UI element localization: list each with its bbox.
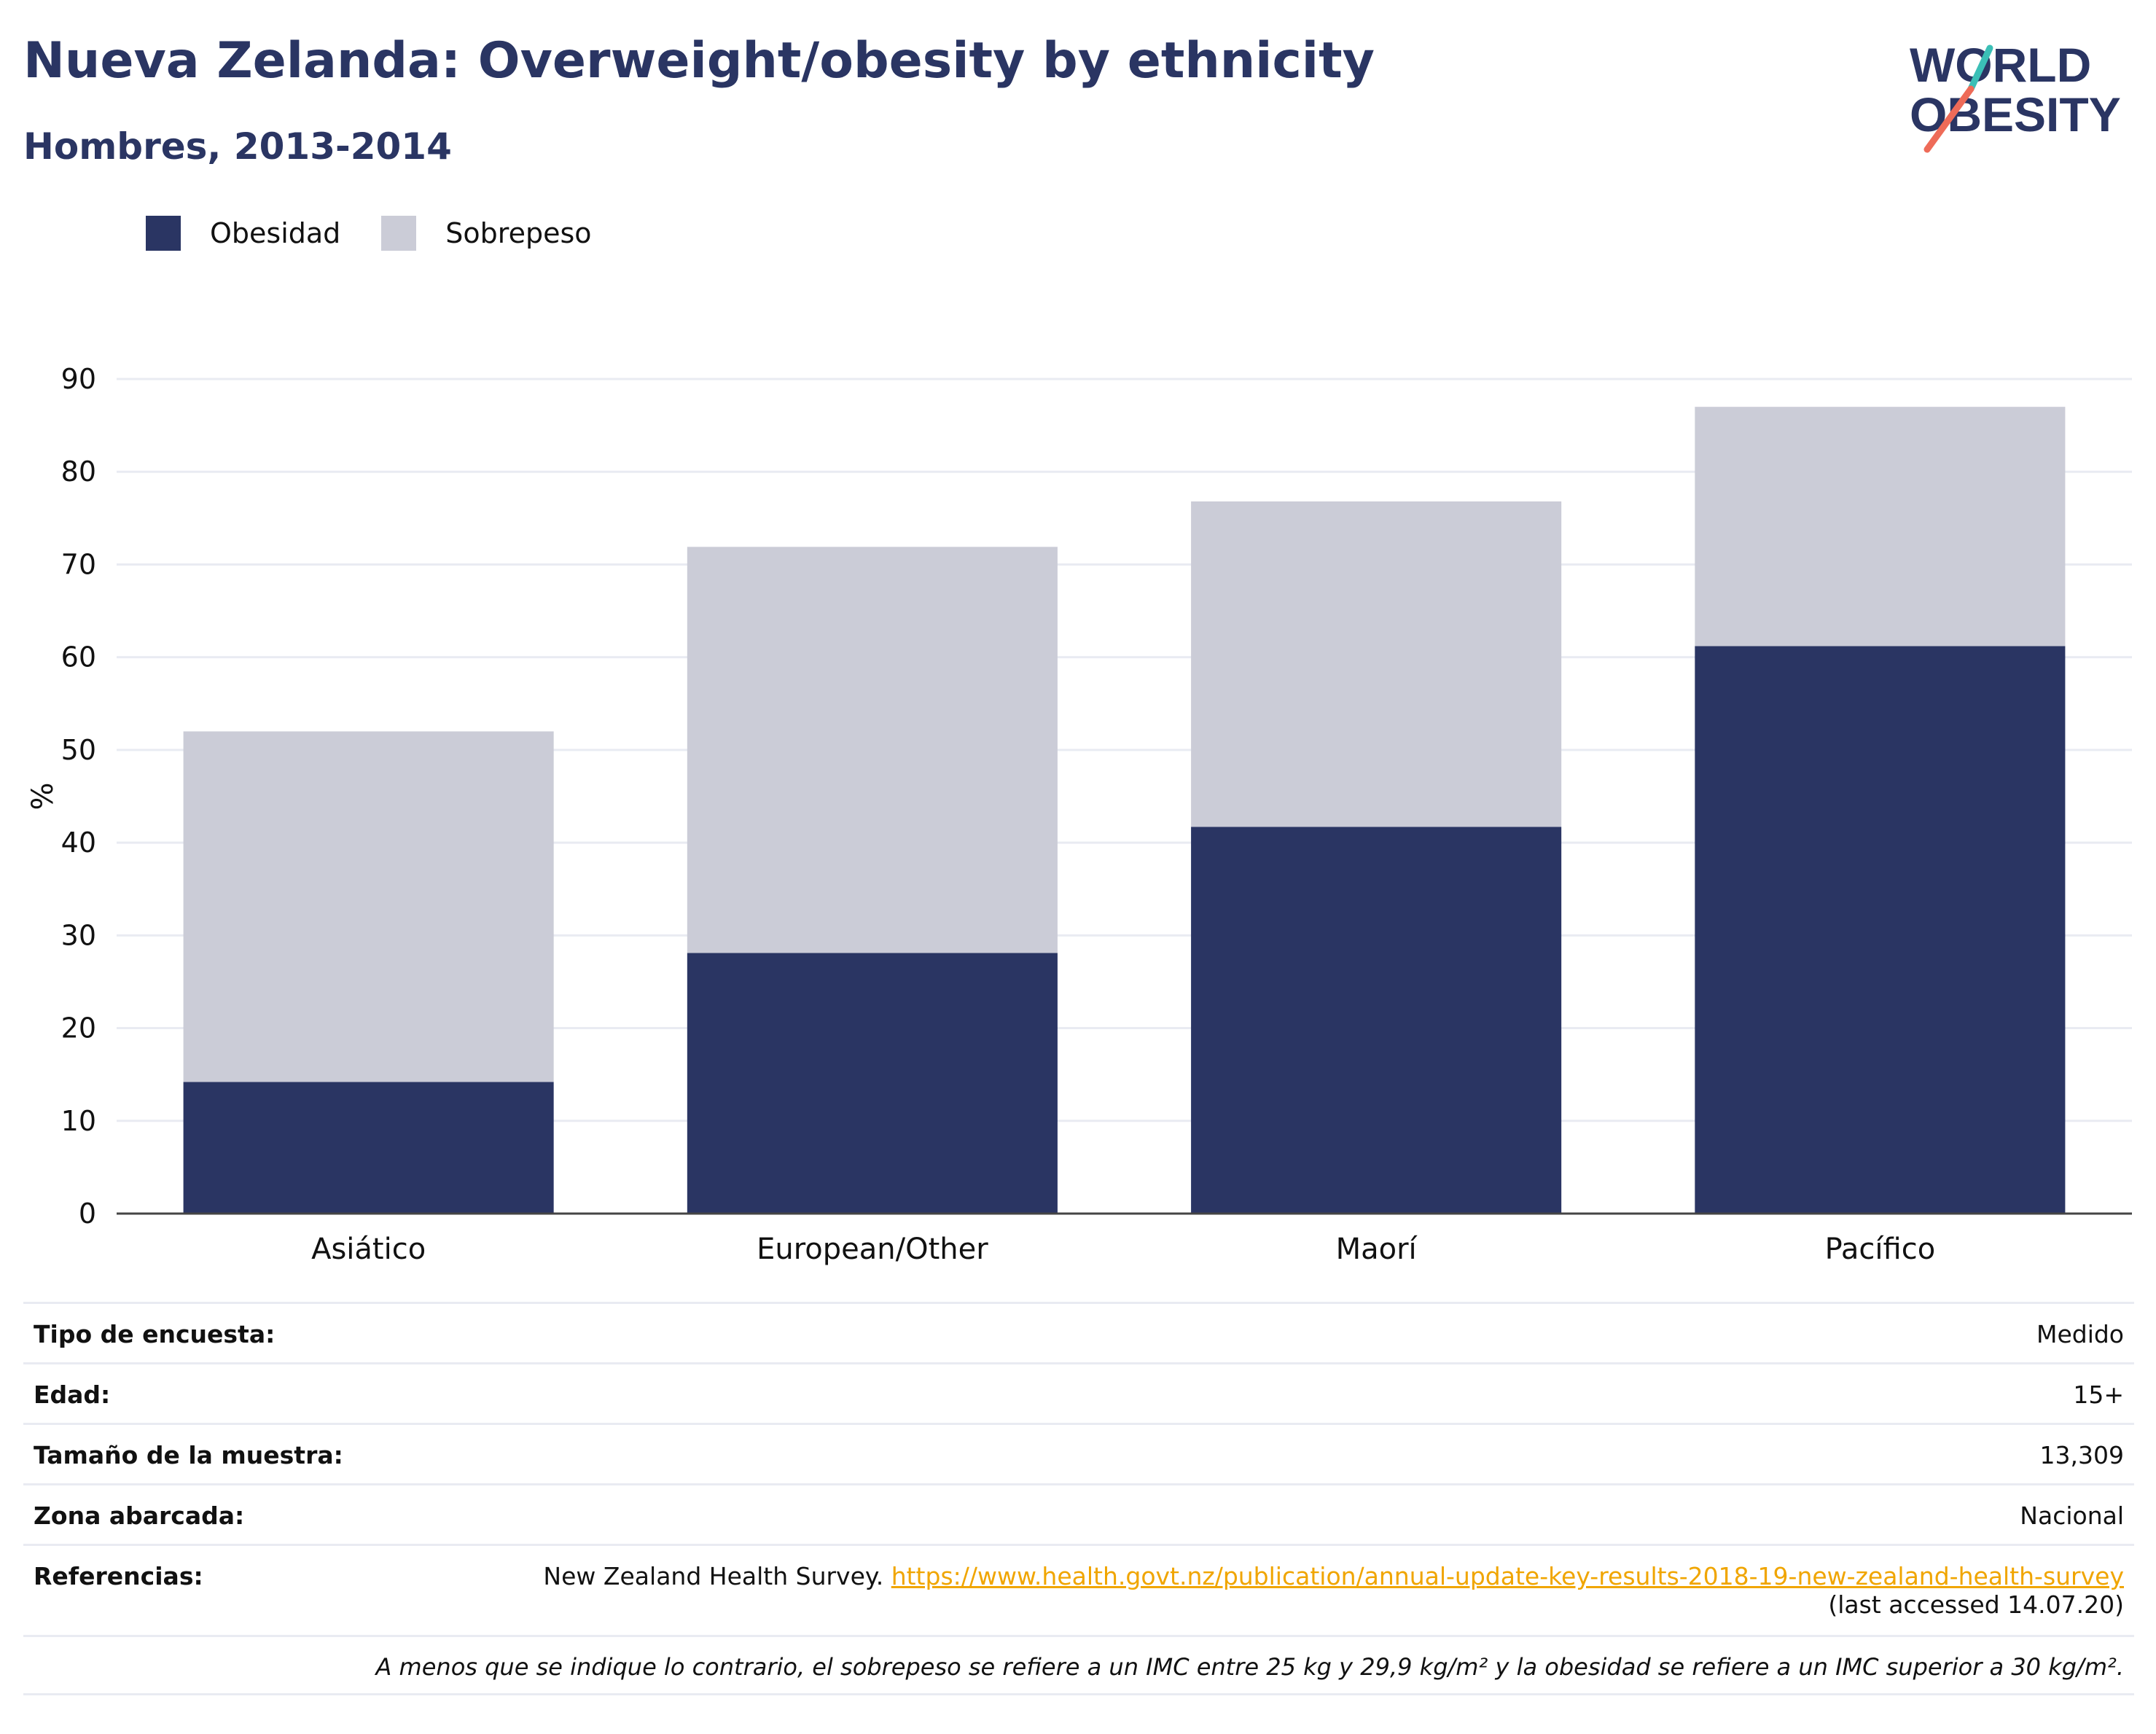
- info-value-survey-type: Medido: [2036, 1320, 2124, 1348]
- logo-slash-coral: [1923, 85, 1975, 153]
- y-tick-label: 20: [61, 1012, 96, 1044]
- reference-source: New Zealand Health Survey.: [543, 1562, 884, 1590]
- info-label-sample-size: Tamaño de la muestra:: [34, 1441, 343, 1469]
- logo-word-world: WORLD: [1910, 38, 2091, 92]
- info-row-survey-type: Tipo de encuesta: Medido: [23, 1302, 2134, 1362]
- bar-overweight: [183, 731, 554, 1082]
- y-tick-label: 50: [61, 734, 96, 766]
- bar-overweight: [1695, 407, 2066, 647]
- legend-label-overweight: Sobrepeso: [445, 217, 592, 249]
- bar-obesity: [687, 953, 1058, 1214]
- y-tick-label: 90: [61, 363, 96, 395]
- y-tick-label: 0: [79, 1198, 96, 1230]
- legend-swatch-obesity: [146, 216, 181, 251]
- y-tick-label: 40: [61, 827, 96, 859]
- definition-note: A menos que se indique lo contrario, el …: [23, 1635, 2134, 1695]
- x-tick-label: European/Other: [757, 1233, 988, 1266]
- legend-label-obesity: Obesidad: [210, 217, 341, 249]
- y-tick-label: 70: [61, 548, 96, 580]
- world-obesity-logo: WORLD OBESITY: [1910, 38, 2121, 153]
- reference-link[interactable]: https://www.health.govt.nz/publication/a…: [891, 1562, 2124, 1590]
- survey-info-table: Tipo de encuesta: Medido Edad: 15+ Tamañ…: [23, 1302, 2134, 1695]
- bar-obesity: [1191, 827, 1562, 1214]
- info-row-age: Edad: 15+: [23, 1362, 2134, 1423]
- legend-swatch-overweight: [381, 216, 417, 251]
- chart-title: Nueva Zelanda: Overweight/obesity by eth…: [23, 32, 1375, 90]
- logo-slash-teal: [1967, 44, 1993, 93]
- reference-accessed: (last accessed 14.07.20): [1828, 1590, 2124, 1619]
- info-value-sample-size: 13,309: [2039, 1441, 2124, 1469]
- bar-obesity: [183, 1082, 554, 1214]
- x-tick-label: Maorí: [1336, 1233, 1418, 1266]
- logo-word-obesity: OBESITY: [1910, 87, 2121, 141]
- bar-overweight: [1191, 501, 1562, 827]
- legend: Obesidad Sobrepeso: [146, 216, 633, 251]
- info-label-survey-type: Tipo de encuesta:: [34, 1320, 276, 1348]
- info-label-references: Referencias:: [34, 1562, 203, 1590]
- y-tick-label: 80: [61, 456, 96, 488]
- y-axis-label: %: [26, 782, 60, 810]
- info-row-area: Zona abarcada: Nacional: [23, 1483, 2134, 1544]
- info-row-sample-size: Tamaño de la muestra: 13,309: [23, 1423, 2134, 1483]
- info-value-references: New Zealand Health Survey. https://www.h…: [543, 1562, 2124, 1619]
- y-tick-label: 10: [61, 1105, 96, 1137]
- bar-obesity: [1695, 646, 2066, 1214]
- info-value-area: Nacional: [2020, 1501, 2124, 1530]
- legend-item-obesity[interactable]: Obesidad: [146, 216, 340, 251]
- legend-item-overweight[interactable]: Sobrepeso: [381, 216, 592, 251]
- x-tick-label: Asiático: [311, 1233, 426, 1266]
- y-tick-label: 30: [61, 919, 96, 951]
- info-value-age: 15+: [2073, 1380, 2124, 1409]
- bar-overweight: [687, 547, 1058, 953]
- info-row-references: Referencias: New Zealand Health Survey. …: [23, 1544, 2134, 1635]
- chart-subtitle: Hombres, 2013-2014: [23, 125, 452, 168]
- info-label-age: Edad:: [34, 1380, 111, 1409]
- info-label-area: Zona abarcada:: [34, 1501, 245, 1530]
- y-tick-label: 60: [61, 641, 96, 673]
- x-tick-label: Pacífico: [1825, 1233, 1936, 1266]
- bar-chart: 0 10 20 30 40 50 60 70 80 90% Asiático European/Oth…: [26, 363, 2132, 1266]
